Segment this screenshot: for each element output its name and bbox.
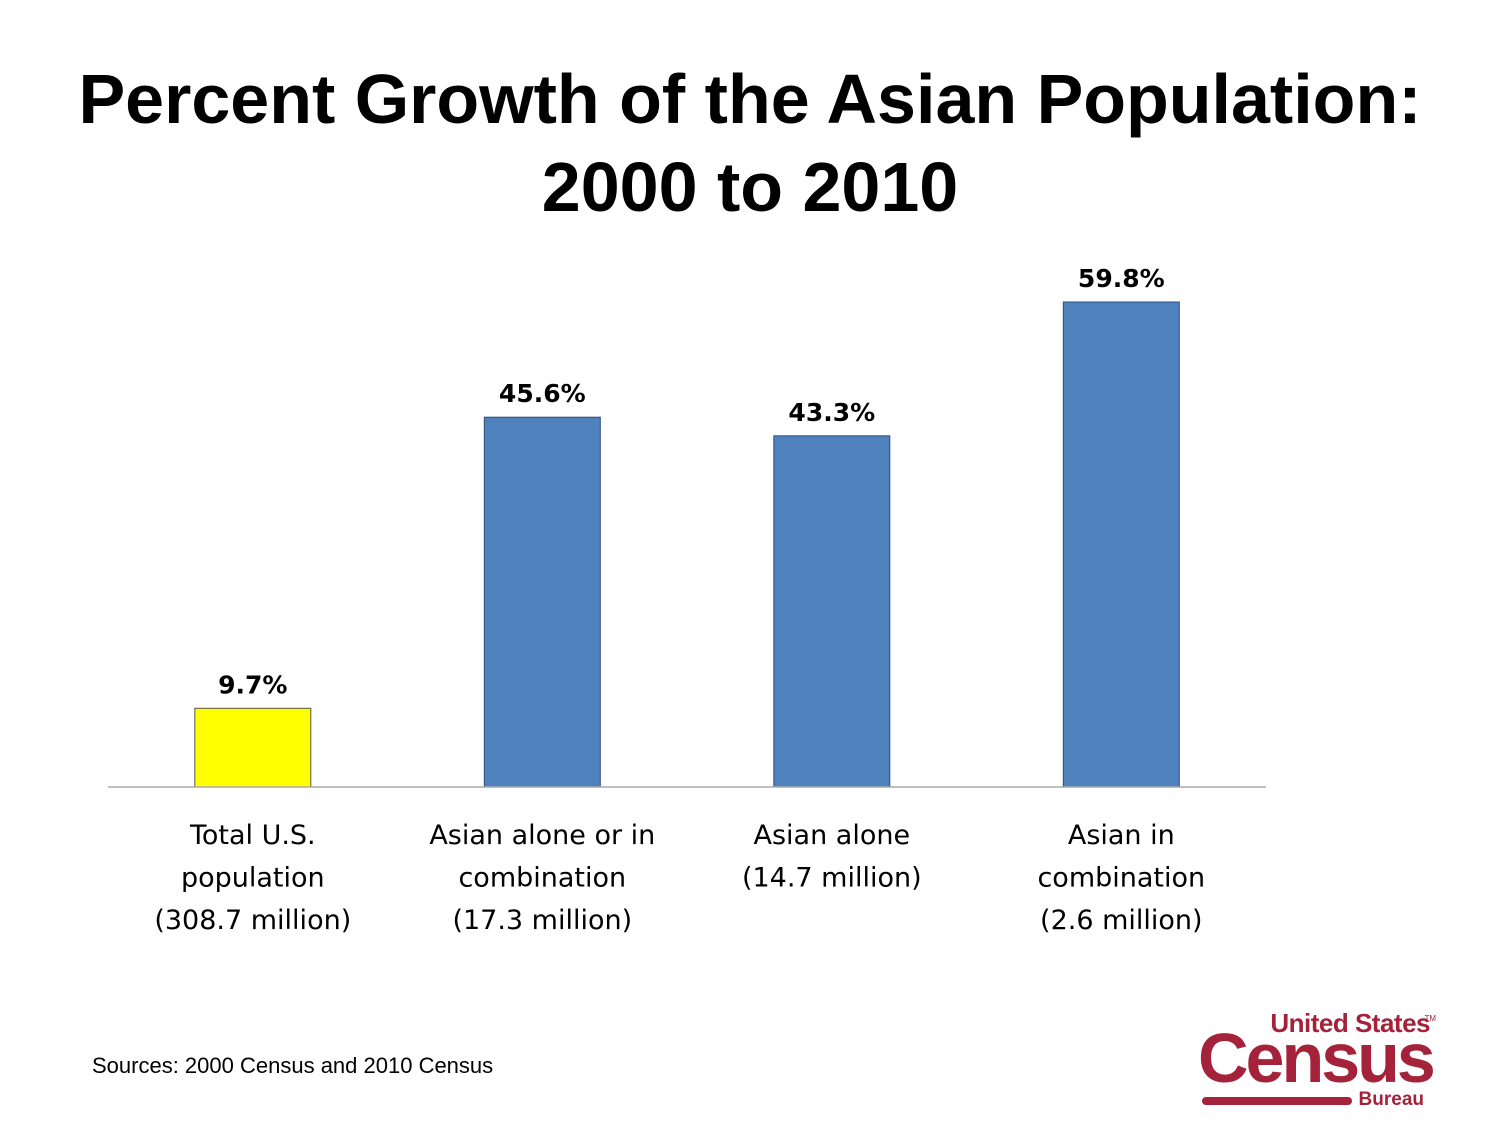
category-label-4-line-2: combination — [1037, 863, 1205, 894]
category-label-4-line-1: Asian in — [1068, 820, 1175, 851]
data-label-2: 45.6% — [499, 379, 586, 408]
census-bureau-logo: United States TM Census Bureau — [1196, 1008, 1436, 1110]
chart-title: Percent Growth of the Asian Population: … — [0, 55, 1500, 231]
category-label-2-line-1: Asian alone or in — [429, 820, 655, 851]
logo-underline — [1202, 1097, 1352, 1105]
source-note: Sources: 2000 Census and 2010 Census — [92, 1053, 494, 1078]
logo-bureau: Bureau — [1358, 1089, 1424, 1110]
category-label-1-line-1: Total U.S. — [189, 820, 316, 851]
category-label-3-line-1: Asian alone — [754, 820, 911, 851]
bar-1 — [194, 707, 312, 788]
data-label-4: 59.8% — [1078, 264, 1165, 293]
bar-4 — [1062, 301, 1180, 788]
data-label-3: 43.3% — [788, 398, 875, 427]
category-label-1-line-3: (308.7 million) — [154, 905, 351, 936]
logo-trademark: TM — [1424, 1014, 1436, 1023]
category-label-2-line-3: (17.3 million) — [452, 905, 632, 936]
logo-united-states: United States — [1270, 1008, 1430, 1038]
chart-title-line-2: 2000 to 2010 — [541, 148, 959, 226]
chart-title-line-1: Percent Growth of the Asian Population: — [78, 60, 1422, 138]
bar-3 — [773, 435, 891, 788]
category-label-3-line-2: (14.7 million) — [742, 863, 922, 894]
bar-2 — [483, 416, 601, 788]
logo-census: Census — [1198, 1019, 1436, 1097]
data-label-1: 9.7% — [218, 670, 287, 699]
category-label-1-line-2: population — [181, 863, 325, 894]
category-label-4-line-3: (2.6 million) — [1040, 905, 1203, 936]
category-label-2-line-2: combination — [458, 863, 626, 894]
